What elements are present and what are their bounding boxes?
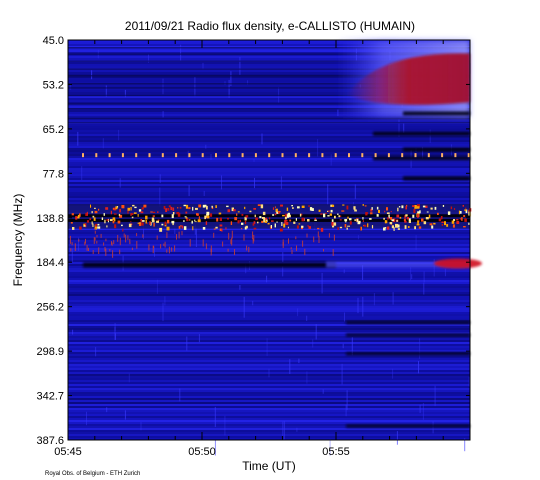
y-tick-label: 77.8 (43, 168, 64, 180)
spectrogram-features (68, 40, 482, 428)
plot-area (68, 40, 482, 456)
y-tick-label: 342.7 (36, 391, 64, 403)
y-tick-label: 53.2 (43, 79, 64, 91)
y-axis-label: Frequency (MHz) (11, 194, 25, 287)
y-tick-label: 298.9 (36, 346, 64, 358)
plot-frame (67, 39, 471, 441)
y-tick-label: 387.6 (36, 435, 64, 447)
spectrogram-texture (68, 40, 471, 456)
y-tick-label: 184.4 (36, 257, 64, 269)
y-tick-label: 256.2 (36, 302, 64, 314)
credit-text: Royal Obs. of Belgium - ETH Zurich (45, 471, 140, 477)
y-axis: 45.0 53.2 65.2 77.8 138.8 184.4 256.2 298.9 342.… (36, 35, 470, 447)
x-tick-label: 05:45 (54, 446, 82, 458)
y-tick-label: 138.8 (36, 213, 64, 225)
y-tick-label: 45.0 (43, 35, 64, 47)
y-tick-label: 65.2 (43, 124, 64, 136)
chart-title: 2011/09/21 Radio flux density, e-CALLIST… (125, 19, 415, 33)
x-axis: 05:45 05:50 05:55 (54, 40, 471, 458)
x-axis-label: Time (UT) (242, 459, 296, 473)
x-tick-label: 05:50 (188, 446, 216, 458)
x-tick-label: 05:55 (322, 446, 350, 458)
